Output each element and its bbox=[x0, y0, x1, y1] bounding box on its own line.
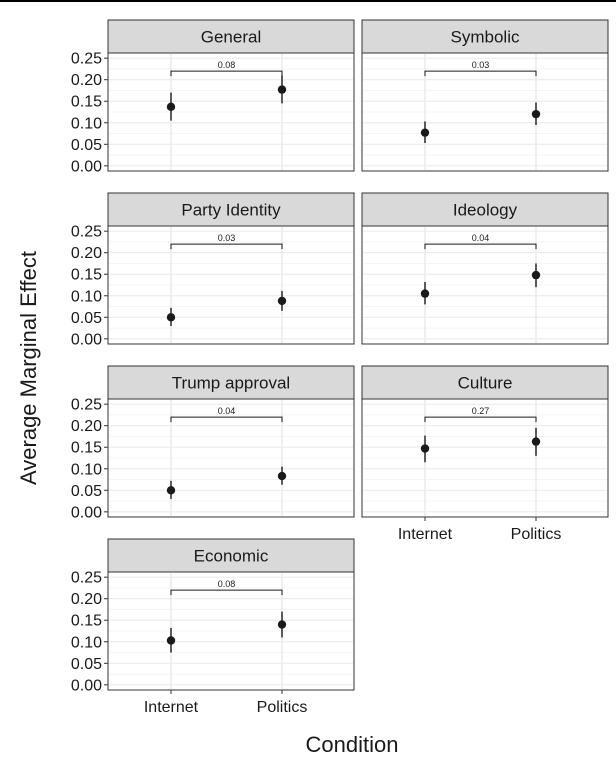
data-point-politics bbox=[277, 296, 287, 306]
data-point-internet bbox=[420, 128, 430, 137]
panel-title: Culture bbox=[458, 374, 513, 393]
x-axis-title: Condition bbox=[306, 732, 399, 757]
y-tick-label: 0.10 bbox=[71, 115, 102, 132]
panel-trump-approval: Trump approval 0.00 0.05 0.10 0.15 0.20 0.25 0.… bbox=[71, 365, 355, 521]
y-tick-label: 0.00 bbox=[71, 158, 102, 175]
x-tick-label: Politics bbox=[511, 526, 562, 543]
panel-general: General 0.00 0.05 0.10 0.15 0.20 0.25 0.08 bbox=[71, 19, 355, 175]
panel-strip bbox=[361, 192, 609, 227]
panel-title: General bbox=[201, 28, 261, 47]
panel-title: Ideology bbox=[453, 201, 518, 220]
data-point-internet bbox=[420, 444, 430, 453]
data-point-politics bbox=[277, 85, 287, 94]
p-value-label: 0.03 bbox=[218, 233, 236, 243]
data-point-internet bbox=[420, 289, 430, 298]
y-tick-label: 0.15 bbox=[71, 440, 102, 457]
y-tick-label: 0.25 bbox=[71, 570, 102, 587]
significance-bracket bbox=[424, 243, 537, 250]
significance-bracket bbox=[170, 416, 283, 423]
y-axis-title: Average Marginal Effect bbox=[16, 251, 41, 485]
y-tick-label: 0.05 bbox=[71, 137, 102, 154]
y-tick-label: 0.20 bbox=[71, 591, 102, 608]
x-tick-label: Internet bbox=[398, 526, 453, 543]
panel-strip bbox=[361, 19, 609, 54]
y-tick-label: 0.25 bbox=[71, 397, 102, 414]
data-point-internet bbox=[166, 102, 176, 112]
y-tick-label: 0.05 bbox=[71, 656, 102, 673]
significance-bracket bbox=[170, 243, 283, 250]
panel-title: Party Identity bbox=[181, 201, 281, 220]
y-tick-label: 0.05 bbox=[71, 310, 102, 327]
y-tick-label: 0.10 bbox=[71, 288, 102, 305]
x-tick-label: Politics bbox=[257, 699, 308, 716]
y-tick-label: 0.20 bbox=[71, 245, 102, 262]
p-value-label: 0.04 bbox=[472, 233, 490, 243]
data-point-internet bbox=[166, 636, 176, 645]
panel-title: Trump approval bbox=[172, 374, 290, 393]
y-tick-label: 0.10 bbox=[71, 461, 102, 478]
top-rule bbox=[0, 0, 616, 2]
panel-title: Economic bbox=[194, 547, 269, 566]
data-point-politics bbox=[531, 270, 541, 280]
panel-party-identity: Party Identity 0.00 0.05 0.10 0.15 0.20 0.25 0.… bbox=[71, 192, 355, 348]
data-point-politics bbox=[531, 437, 541, 446]
data-point-internet bbox=[166, 313, 176, 322]
data-point-politics bbox=[531, 109, 541, 119]
panel-economic: Economic 0.00 0.05 0.10 0.15 0.20 0.25 0.08 bbox=[71, 538, 355, 694]
panel-culture: Culture 0.27 bbox=[361, 365, 609, 518]
panel-strip bbox=[107, 192, 355, 227]
panel-symbolic: Symbolic 0.03 bbox=[361, 19, 609, 172]
y-tick-label: 0.20 bbox=[71, 418, 102, 435]
y-tick-label: 0.10 bbox=[71, 634, 102, 651]
y-tick-label: 0.05 bbox=[71, 483, 102, 500]
panel-title: Symbolic bbox=[451, 28, 520, 47]
y-tick-label: 0.15 bbox=[71, 613, 102, 630]
y-tick-label: 0.15 bbox=[71, 94, 102, 111]
significance-bracket bbox=[424, 70, 537, 77]
p-value-label: 0.08 bbox=[218, 579, 236, 589]
y-tick-label: 0.25 bbox=[71, 51, 102, 68]
p-value-label: 0.08 bbox=[218, 60, 236, 70]
x-tick-label: Internet bbox=[144, 699, 199, 716]
data-point-internet bbox=[166, 486, 176, 495]
significance-bracket bbox=[424, 416, 537, 423]
y-tick-label: 0.25 bbox=[71, 224, 102, 241]
y-tick-label: 0.20 bbox=[71, 72, 102, 89]
y-tick-label: 0.00 bbox=[71, 504, 102, 521]
y-tick-label: 0.00 bbox=[71, 331, 102, 348]
data-point-politics bbox=[277, 620, 287, 629]
panel-strip bbox=[107, 538, 355, 573]
p-value-label: 0.27 bbox=[472, 406, 490, 416]
significance-bracket bbox=[170, 589, 283, 596]
p-value-label: 0.04 bbox=[218, 406, 236, 416]
panel-ideology: Ideology 0.04 bbox=[361, 192, 609, 345]
p-value-label: 0.03 bbox=[472, 60, 490, 70]
y-tick-label: 0.15 bbox=[71, 267, 102, 284]
significance-bracket bbox=[170, 70, 283, 77]
y-tick-label: 0.00 bbox=[71, 677, 102, 694]
data-point-politics bbox=[277, 471, 287, 481]
